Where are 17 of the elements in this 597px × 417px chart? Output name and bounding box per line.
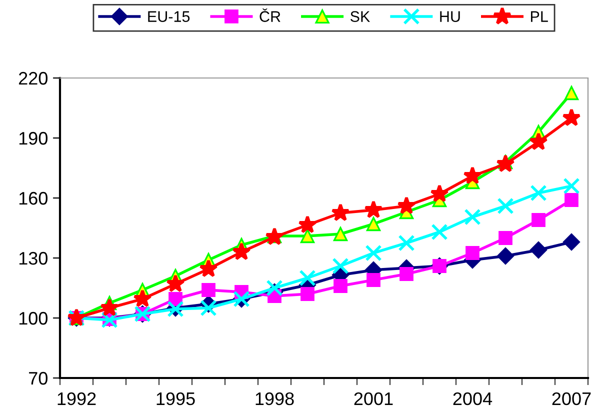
y-tick-label: 160 — [19, 192, 48, 205]
y-tick-label: 190 — [19, 132, 48, 145]
legend-label: EU-15 — [148, 11, 190, 22]
y-tick-label: 130 — [19, 252, 48, 265]
y-tick-label: 220 — [18, 72, 48, 85]
legend-label: SK — [350, 11, 370, 22]
legend-label: ČR — [260, 8, 280, 22]
x-tick-label: 2004 — [453, 392, 492, 406]
x-tick-label: 1992 — [58, 392, 96, 406]
y-tick-label: 70 — [29, 372, 48, 385]
x-tick-label: 2007 — [552, 392, 591, 406]
legend-label: HU — [440, 11, 460, 22]
x-tick-label: 2001 — [354, 392, 393, 406]
x-tick-label: 1998 — [256, 392, 294, 406]
legend-label: PL — [531, 11, 548, 22]
x-tick-label: 1995 — [156, 392, 195, 406]
y-tick-label: 100 — [19, 312, 48, 325]
